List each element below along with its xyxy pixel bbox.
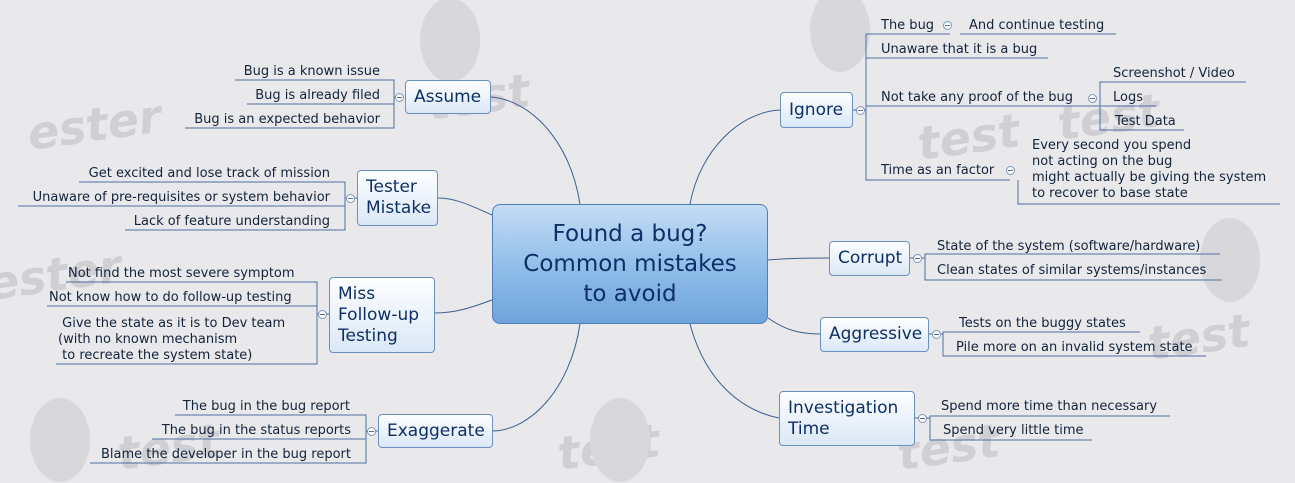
subtopic-label[interactable]: State of the system (software/hardware) (937, 239, 1201, 254)
topic-aggressive[interactable]: Aggressive (820, 317, 929, 352)
subtopic-label[interactable]: Bug is an expected behavior (194, 112, 380, 127)
subtopic-label[interactable]: Screenshot / Video (1113, 66, 1235, 81)
topic-assume[interactable]: Assume (405, 80, 491, 114)
central-topic[interactable]: Found a bug? Common mistakes to avoid (492, 204, 768, 324)
collapse-toggle-icon[interactable] (395, 93, 404, 102)
collapse-toggle-icon[interactable] (932, 330, 941, 339)
collapse-toggle-icon[interactable] (367, 427, 376, 436)
subtopic-label[interactable]: The bug (881, 18, 935, 33)
topic-investigation-time[interactable]: Investigation Time (779, 391, 915, 446)
subtopic-label[interactable]: Bug is a known issue (243, 64, 380, 79)
collapse-toggle-icon[interactable] (943, 21, 952, 30)
subtopic-label[interactable]: Bug is already filed (255, 88, 380, 103)
collapse-toggle-icon[interactable] (918, 414, 927, 423)
topic-tester-mistake[interactable]: Tester Mistake (357, 170, 438, 226)
topic-corrupt[interactable]: Corrupt (829, 241, 910, 276)
collapse-toggle-icon[interactable] (318, 310, 327, 319)
topic-ignore[interactable]: Ignore (780, 92, 853, 128)
subtopic-label[interactable]: The bug in the bug report (182, 399, 350, 414)
topic-exaggerate[interactable]: Exaggerate (378, 414, 493, 448)
subtopic-label[interactable]: Give the state as it is to Dev team (wit… (58, 316, 286, 363)
subtopic-label[interactable]: Spend very little time (943, 423, 1084, 438)
subtopic-label[interactable]: Clean states of similar systems/instance… (937, 263, 1207, 278)
subtopic-label[interactable]: Tests on the buggy states (959, 316, 1126, 331)
subtopic-label[interactable]: Not find the most severe symptom (68, 266, 295, 281)
subtopic-label[interactable]: Get excited and lose track of mission (88, 166, 330, 181)
collapse-toggle-icon[interactable] (856, 106, 865, 115)
subtopic-label[interactable]: Not take any proof of the bug (881, 90, 1073, 105)
subtopic-label[interactable]: Not know how to do follow-up testing (49, 290, 292, 305)
collapse-toggle-icon[interactable] (346, 194, 355, 203)
collapse-toggle-icon[interactable] (913, 254, 922, 263)
subtopic-label[interactable]: Blame the developer in the bug report (100, 447, 351, 462)
subtopic-label[interactable]: Test Data (1115, 114, 1176, 129)
topic-miss-follow-up-testing[interactable]: Miss Follow-up Testing (329, 277, 435, 353)
subtopic-label[interactable]: Lack of feature understanding (133, 214, 330, 229)
collapse-toggle-icon[interactable] (1088, 94, 1097, 103)
subtopic-label[interactable]: Unaware of pre-requisites or system beha… (32, 190, 330, 205)
collapse-toggle-icon[interactable] (1006, 166, 1015, 175)
subtopic-label[interactable]: Unaware that it is a bug (881, 42, 1038, 57)
subtopic-label[interactable]: Time as an factor (881, 163, 995, 178)
subtopic-label[interactable]: Pile more on an invalid system state (956, 340, 1193, 355)
subtopic-label[interactable]: Every second you spend not acting on the… (1032, 138, 1267, 201)
subtopic-label[interactable]: Logs (1113, 90, 1143, 105)
subtopic-label[interactable]: And continue testing (969, 18, 1105, 33)
subtopic-label[interactable]: The bug in the status reports (161, 423, 351, 438)
subtopic-label[interactable]: Spend more time than necessary (941, 399, 1158, 414)
